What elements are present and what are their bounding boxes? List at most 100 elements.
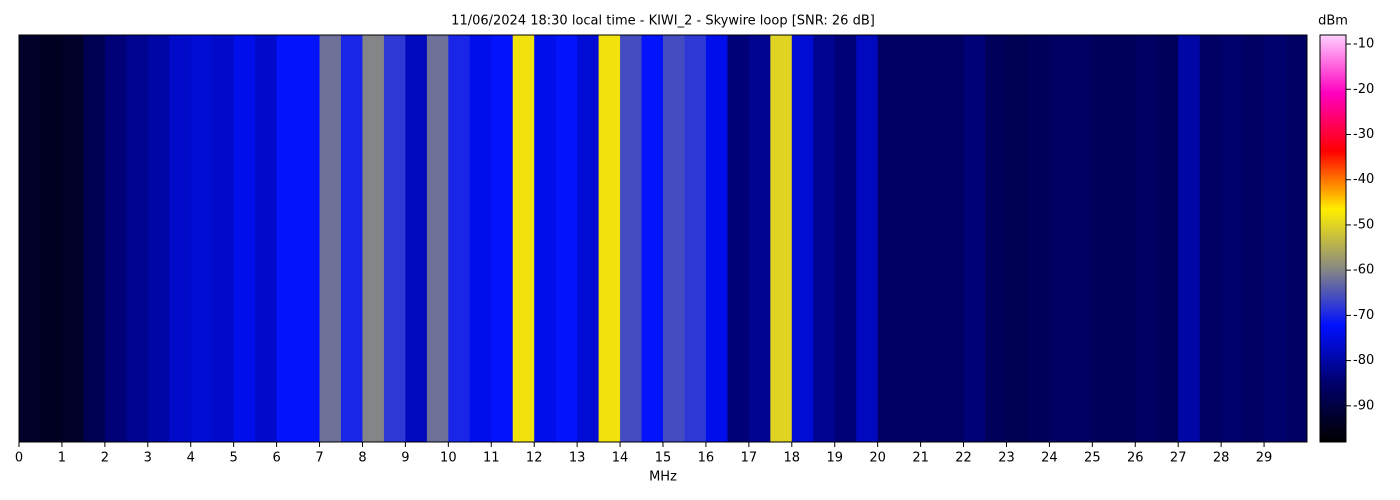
x-tick-label: 0 [15, 451, 23, 466]
heatmap-cell [405, 35, 428, 442]
heatmap-cell [169, 35, 192, 442]
heatmap-cell [1285, 35, 1308, 442]
heatmap-cell [276, 35, 299, 442]
colorbar-tick-label: -20 [1353, 82, 1374, 97]
colorbar-tick-label: -40 [1353, 172, 1374, 187]
heatmap-cell [663, 35, 685, 442]
heatmap-cell [40, 35, 63, 442]
x-tick-label: 28 [1213, 451, 1230, 466]
x-tick-label: 14 [612, 451, 629, 466]
heatmap-cell [620, 35, 643, 442]
heatmap-cell [705, 35, 728, 442]
x-tick-label: 27 [1170, 451, 1187, 466]
heatmap-cell [126, 35, 149, 442]
x-tick-label: 24 [1041, 451, 1058, 466]
heatmap-cell [856, 35, 879, 442]
x-tick-label: 18 [784, 451, 801, 466]
heatmap-cell [233, 35, 256, 442]
heatmap-cell [83, 35, 106, 442]
heatmap-cell [534, 35, 557, 442]
heatmap-cell [512, 35, 535, 442]
colorbar-label: dBm [1318, 14, 1348, 29]
heatmap-cell [1221, 35, 1244, 442]
heatmap-cell [469, 35, 492, 442]
heatmap-cell [1178, 35, 1201, 442]
heatmap-cell [298, 35, 321, 442]
x-tick-label: 6 [272, 451, 280, 466]
colorbar-tick-label: -70 [1353, 308, 1374, 323]
x-tick-label: 21 [912, 451, 929, 466]
heatmap-cell [555, 35, 578, 442]
heatmap-cell [104, 35, 127, 442]
heatmap-cell [641, 35, 664, 442]
heatmap-cell [426, 35, 449, 442]
chart-title: 11/06/2024 18:30 local time - KIWI_2 - S… [451, 14, 875, 29]
heatmap-cell [491, 35, 514, 442]
heatmap-cell [985, 35, 1007, 442]
heatmap-cell [577, 35, 600, 442]
x-tick-label: 1 [58, 451, 66, 466]
heatmap-cell [212, 35, 235, 442]
heatmap-cell [61, 35, 84, 442]
heatmap-cell [19, 35, 41, 442]
x-axis-label: MHz [649, 470, 677, 485]
heatmap-cell [748, 35, 771, 442]
heatmap-cell [963, 35, 986, 442]
x-tick-label: 26 [1127, 451, 1144, 466]
heatmap-cell [448, 35, 471, 442]
x-tick-label: 29 [1256, 451, 1273, 466]
heatmap-cell [899, 35, 922, 442]
x-tick-label: 11 [483, 451, 500, 466]
heatmap-cell [942, 35, 965, 442]
heatmap-cell [877, 35, 900, 442]
heatmap-cell [1070, 35, 1093, 442]
heatmap-cell [770, 35, 793, 442]
heatmap-cell [727, 35, 750, 442]
x-tick-label: 13 [569, 451, 586, 466]
heatmap-cell [1156, 35, 1179, 442]
heatmap-cell [1242, 35, 1265, 442]
heatmap-cell [319, 35, 342, 442]
heatmap-cell [1027, 35, 1050, 442]
heatmap-cell [1113, 35, 1136, 442]
x-tick-label: 5 [230, 451, 238, 466]
colorbar [1319, 34, 1347, 443]
x-tick-label: 12 [526, 451, 543, 466]
heatmap-cell [383, 35, 406, 442]
x-tick-label: 23 [998, 451, 1015, 466]
heatmap-cell [255, 35, 278, 442]
heatmap-cell [684, 35, 707, 442]
colorbar-tick-label: -30 [1353, 127, 1374, 142]
heatmap-cell [147, 35, 170, 442]
heatmap-cell [1199, 35, 1222, 442]
heatmap-cell [920, 35, 943, 442]
colorbar-tick-label: -90 [1353, 398, 1374, 413]
x-tick-label: 19 [826, 451, 843, 466]
heatmap-cell [1092, 35, 1115, 442]
heatmap-cell [1135, 35, 1158, 442]
heatmap-cell [813, 35, 836, 442]
x-tick-label: 9 [401, 451, 409, 466]
x-tick-label: 8 [358, 451, 366, 466]
x-tick-label: 22 [955, 451, 972, 466]
heatmap-cell [791, 35, 814, 442]
x-tick-label: 15 [655, 451, 672, 466]
heatmap-cell [341, 35, 363, 442]
x-tick-label: 20 [869, 451, 886, 466]
heatmap-cell [362, 35, 385, 442]
x-tick-label: 2 [101, 451, 109, 466]
x-tick-label: 7 [315, 451, 323, 466]
colorbar-tick-label: -60 [1353, 263, 1374, 278]
x-tick-label: 25 [1084, 451, 1101, 466]
x-tick-label: 3 [144, 451, 152, 466]
x-tick-label: 4 [187, 451, 195, 466]
colorbar-tick-label: -10 [1353, 37, 1374, 52]
heatmap-cell [1049, 35, 1072, 442]
x-tick-label: 17 [741, 451, 758, 466]
heatmap-cell [1006, 35, 1029, 442]
colorbar-tick-label: -80 [1353, 353, 1374, 368]
colorbar-tick-label: -50 [1353, 217, 1374, 232]
x-tick-label: 10 [440, 451, 457, 466]
x-tick-label: 16 [698, 451, 715, 466]
